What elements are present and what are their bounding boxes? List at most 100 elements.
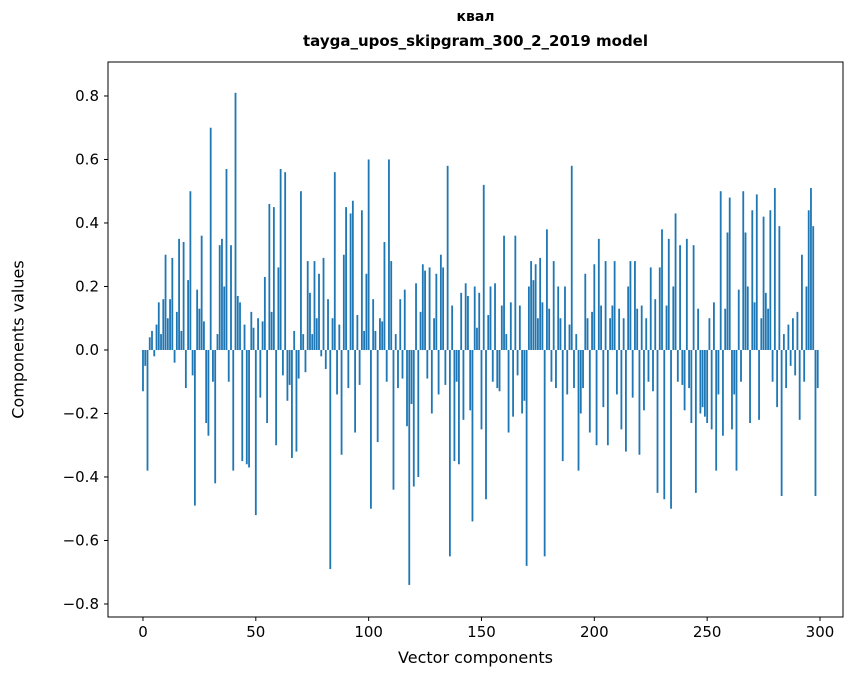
bar (667, 238, 670, 350)
bar (297, 349, 300, 379)
bar (365, 273, 368, 350)
bar (178, 238, 180, 350)
bar (394, 334, 397, 350)
bar (602, 349, 605, 408)
bar (184, 349, 187, 389)
bar (401, 349, 404, 379)
bar (320, 349, 323, 357)
bar (782, 334, 785, 350)
y-tick-label: 0.4 (75, 214, 99, 232)
bar (313, 261, 316, 350)
bar (507, 349, 510, 433)
bar (478, 292, 481, 350)
bar (476, 327, 478, 350)
bar (230, 245, 232, 350)
bar (604, 261, 607, 350)
bar (737, 289, 740, 350)
bar (658, 267, 661, 350)
bar (360, 210, 363, 350)
bar (279, 169, 282, 350)
bar (458, 349, 460, 465)
bar (286, 349, 289, 401)
bar (214, 349, 217, 484)
bar (805, 286, 808, 350)
bar (785, 349, 788, 389)
bar (733, 349, 736, 395)
bar (216, 334, 219, 350)
bar (302, 334, 305, 350)
bar (243, 324, 246, 350)
bar (767, 308, 769, 350)
bar (381, 321, 384, 350)
bar (512, 349, 514, 417)
bar (516, 349, 519, 376)
bar (812, 226, 815, 350)
bar (586, 318, 589, 350)
bar (153, 349, 156, 357)
bar (234, 92, 237, 350)
x-tick-label: 0 (138, 623, 148, 641)
bar (408, 349, 411, 585)
x-tick-label: 150 (467, 623, 496, 641)
y-tick-label: 0.8 (75, 87, 99, 105)
bar (347, 349, 350, 389)
bar (796, 311, 799, 350)
bar (735, 349, 738, 471)
x-tick-label: 300 (806, 623, 835, 641)
bar (345, 207, 347, 350)
bar (428, 267, 431, 350)
bar (505, 334, 508, 350)
bar (491, 349, 494, 382)
bar (751, 210, 754, 350)
bar (421, 264, 424, 350)
bar (731, 349, 733, 430)
bar (354, 349, 357, 433)
bar (467, 296, 469, 350)
bar (207, 349, 210, 436)
bar (740, 349, 742, 382)
bar (270, 311, 273, 350)
bar (690, 349, 693, 424)
bar (327, 299, 329, 350)
bar (611, 305, 614, 350)
bar (708, 318, 711, 350)
bar (699, 349, 702, 414)
bar (155, 324, 158, 350)
bar (649, 267, 652, 350)
bar (419, 311, 422, 350)
bar (388, 159, 390, 350)
bar (521, 349, 524, 414)
bar (403, 289, 406, 350)
bar (221, 238, 223, 350)
bar (173, 349, 176, 363)
bar (749, 349, 751, 424)
bar (157, 302, 160, 350)
bar (539, 257, 542, 350)
bar (485, 349, 487, 500)
bar (665, 305, 668, 350)
bar (615, 349, 618, 395)
chart-title: квал (456, 9, 495, 25)
bar (480, 349, 483, 430)
bar (448, 349, 451, 557)
bar (692, 245, 695, 350)
bar (306, 261, 309, 350)
bar (437, 349, 440, 395)
bar (336, 349, 338, 395)
bar (191, 349, 194, 376)
bar (482, 184, 485, 350)
bar (609, 318, 612, 350)
bar (248, 349, 250, 468)
bar (417, 349, 420, 477)
bar (435, 273, 438, 350)
bar (629, 261, 632, 350)
bar (324, 349, 327, 370)
bar (670, 349, 672, 509)
bar (356, 315, 359, 350)
bar (383, 242, 386, 350)
bar (160, 334, 162, 350)
bar (272, 207, 275, 350)
bar (685, 238, 688, 350)
bar (548, 308, 551, 350)
bar (453, 349, 456, 462)
